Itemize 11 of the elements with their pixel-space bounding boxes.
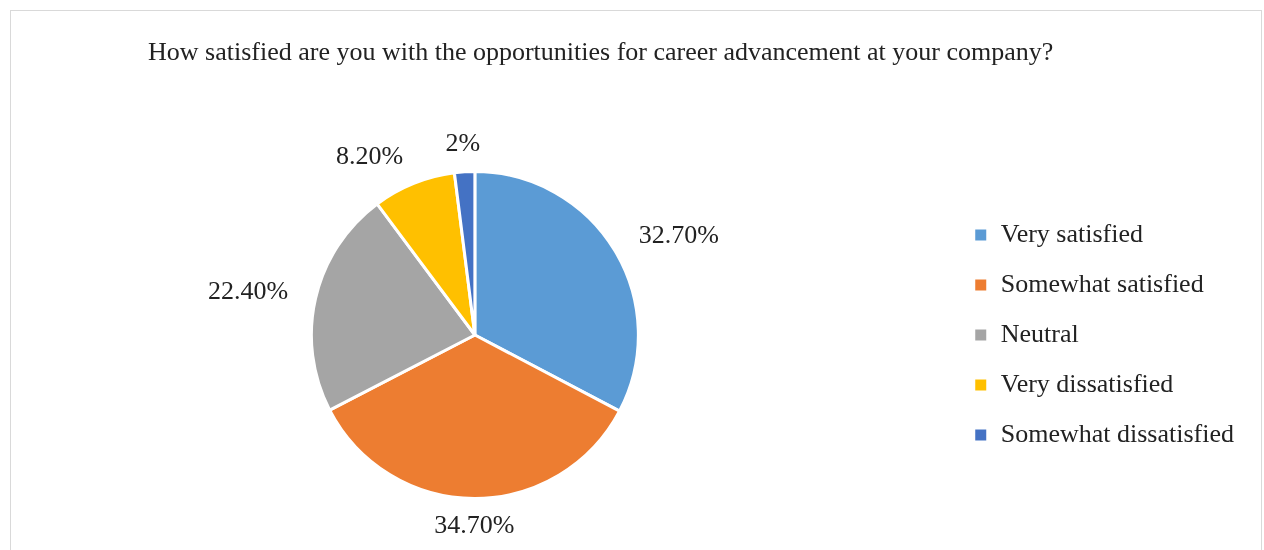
data-label: 22.40% xyxy=(208,275,289,305)
legend-label: Neutral xyxy=(1000,318,1079,348)
data-label: 2% xyxy=(445,127,481,157)
chart-title: How satisfied are you with the opportunities for career advancement at your company? xyxy=(148,36,1055,67)
legend-label: Very dissatisfied xyxy=(1000,368,1174,398)
legend-label: Somewhat dissatisfied xyxy=(1000,418,1235,448)
legend-label: Somewhat satisfied xyxy=(1000,268,1204,298)
data-label: 8.20% xyxy=(336,141,404,171)
data-label: 32.70% xyxy=(638,219,719,249)
legend-label: Very satisfied xyxy=(1000,218,1143,248)
data-label: 34.70% xyxy=(434,510,515,540)
